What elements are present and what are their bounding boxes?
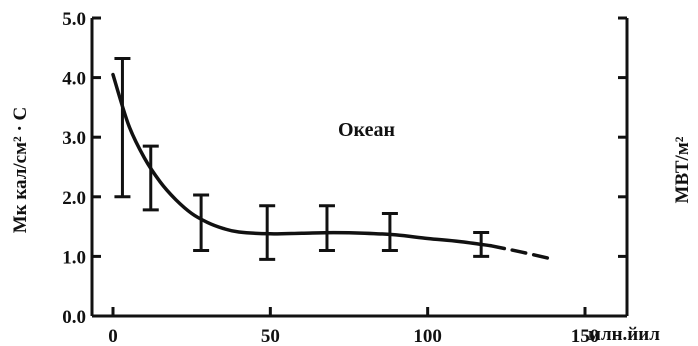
y-tick-label: 3.0 bbox=[62, 128, 86, 149]
error-bar bbox=[318, 204, 335, 252]
y-tick-label: 0.0 bbox=[62, 307, 86, 328]
error-bar bbox=[193, 193, 210, 252]
chart-ticks: 0.0 1.0 2.0 3.0 4.0 5.0 0 50 100 150 bbox=[62, 9, 627, 346]
chart-error-bars bbox=[114, 57, 490, 261]
x-unit-label: млн.йил bbox=[588, 324, 660, 345]
x-tick-label: 0 bbox=[108, 326, 118, 346]
y-axis-right-title: МВТ/м² bbox=[672, 136, 693, 203]
x-tick-label: 150 bbox=[571, 326, 600, 346]
x-tick-label: 100 bbox=[413, 326, 442, 346]
y-tick-label: 4.0 bbox=[62, 69, 86, 90]
series-line-main bbox=[111, 72, 493, 248]
y-axis-left-title: Мк кал/см² · С bbox=[10, 107, 31, 234]
chart-axes bbox=[90, 18, 629, 318]
y-tick-label: 1.0 bbox=[62, 247, 86, 268]
y-tick-label: 2.0 bbox=[62, 188, 86, 209]
y-tick-label: 5.0 bbox=[62, 9, 86, 30]
error-bar bbox=[259, 204, 276, 261]
x-tick-label: 50 bbox=[261, 326, 280, 346]
error-bar bbox=[114, 57, 131, 199]
chart-series bbox=[111, 72, 556, 262]
ocean-annotation: Океан bbox=[338, 119, 395, 141]
error-bar bbox=[142, 144, 159, 212]
error-bar bbox=[473, 231, 490, 258]
series-line-extrapolated bbox=[488, 243, 556, 262]
error-bar bbox=[381, 211, 398, 252]
